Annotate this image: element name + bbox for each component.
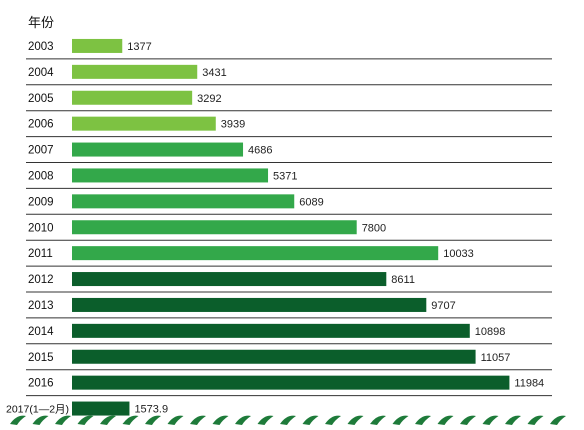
value-label-14: 1573.9 (134, 404, 168, 416)
row-separators (26, 58, 552, 397)
category-label-7: 2010 (28, 222, 54, 234)
wave-mark (257, 415, 274, 425)
wave-mark (100, 415, 116, 425)
bar-13 (72, 375, 510, 390)
category-label-10: 2013 (28, 300, 54, 312)
bar-14 (72, 401, 130, 416)
wave-mark (325, 415, 341, 425)
wave-mark (212, 415, 229, 425)
wave-mark (370, 415, 386, 425)
wave-mark (347, 415, 364, 425)
y-axis-label: 年份 (28, 15, 54, 30)
category-label-11: 2014 (28, 326, 54, 338)
category-label-3: 2006 (28, 119, 54, 131)
bar-4 (72, 142, 244, 157)
bar-2 (72, 90, 193, 105)
category-label-0: 2003 (28, 41, 54, 53)
value-label-12: 11057 (481, 352, 511, 364)
bar-0 (72, 38, 123, 53)
value-label-13: 11984 (514, 378, 544, 390)
wave-mark (32, 415, 49, 425)
value-label-2: 3292 (197, 93, 221, 105)
bar-3 (72, 116, 216, 131)
value-label-9: 8611 (391, 274, 415, 286)
wave-decoration (10, 415, 566, 425)
bars (72, 38, 510, 416)
category-label-9: 2012 (28, 274, 54, 286)
wave-mark (482, 415, 499, 425)
category-labels: 2003 2004 2005 2006 2007 2008 2009 2010 2011 2012… (6, 41, 69, 416)
bar-11 (72, 323, 470, 338)
category-label-6: 2009 (28, 196, 54, 208)
bar-7 (72, 220, 357, 235)
bar-6 (72, 194, 295, 209)
wave-mark (437, 415, 454, 425)
bar-9 (72, 272, 387, 287)
bar-8 (72, 246, 439, 261)
wave-mark (302, 415, 319, 425)
value-label-5: 5371 (273, 170, 297, 182)
bar-1 (72, 64, 198, 79)
wave-mark (167, 415, 184, 425)
value-label-0: 1377 (127, 41, 151, 53)
wave-mark (10, 415, 26, 425)
category-label-2: 2005 (28, 93, 54, 105)
wave-mark (55, 415, 71, 425)
value-label-4: 4686 (248, 145, 272, 157)
category-label-1: 2004 (28, 67, 54, 79)
bar-5 (72, 168, 269, 183)
category-label-4: 2007 (28, 145, 54, 157)
wave-mark (415, 415, 431, 425)
value-label-8: 10033 (443, 248, 474, 260)
category-label-8: 2011 (28, 248, 53, 260)
wave-mark (392, 415, 409, 425)
value-label-1: 3431 (202, 67, 226, 79)
bar-12 (72, 349, 476, 364)
wave-mark (145, 415, 161, 425)
category-label-12: 2015 (28, 352, 54, 364)
category-label-5: 2008 (28, 170, 54, 182)
wave-mark (460, 415, 476, 425)
wave-mark (190, 415, 206, 425)
wave-mark (122, 415, 139, 425)
wave-mark (77, 415, 94, 425)
category-label-13: 2016 (28, 378, 54, 390)
wave-mark (280, 415, 296, 425)
wave-mark (550, 415, 566, 425)
value-label-11: 10898 (475, 326, 506, 338)
bar-10 (72, 297, 427, 312)
value-label-7: 7800 (362, 222, 386, 234)
wave-mark (505, 415, 521, 425)
value-label-6: 6089 (299, 196, 323, 208)
wave-mark (527, 415, 544, 425)
wave-mark (235, 415, 251, 425)
category-label-14: 2017(1—2月) (6, 404, 69, 416)
value-label-10: 9707 (431, 300, 455, 312)
value-labels: 1377 3431 3292 3939 4686 5371 6089 7800 10033 861… (127, 41, 544, 416)
value-label-3: 3939 (221, 119, 245, 131)
